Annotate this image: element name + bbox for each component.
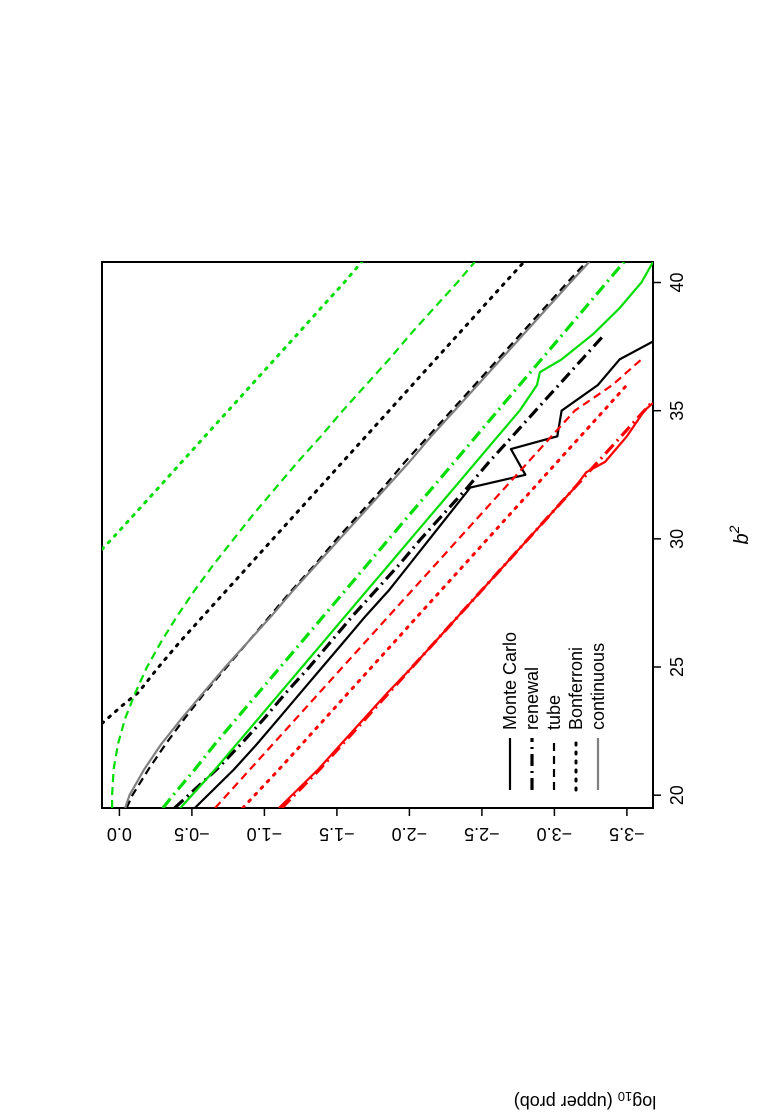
series-line-3 bbox=[125, 262, 588, 808]
y-tick-label: −1.0 bbox=[247, 824, 283, 844]
series-line-13 bbox=[102, 262, 364, 551]
x-tick-label: 40 bbox=[667, 272, 687, 292]
x-tick-label: 35 bbox=[667, 401, 687, 421]
x-axis-label-superscript: 2 bbox=[726, 525, 742, 534]
y-tick-label: −2.0 bbox=[392, 824, 428, 844]
plot-frame bbox=[101, 261, 654, 809]
series-line-7 bbox=[280, 358, 653, 808]
legend-label: tube bbox=[544, 695, 564, 730]
y-tick-label: −3.5 bbox=[609, 824, 645, 844]
series-line-1 bbox=[194, 340, 653, 808]
x-axis-label-main: b bbox=[731, 533, 753, 544]
y-tick-label: −2.5 bbox=[464, 824, 500, 844]
y-tick-label: −1.5 bbox=[319, 824, 355, 844]
legend-label: continuous bbox=[588, 643, 608, 730]
x-axis: 20 25 30 35 40 bbox=[653, 272, 687, 805]
legend-label: Monte Carlo bbox=[500, 632, 520, 730]
series-line-12 bbox=[110, 262, 476, 808]
legend-label: Bonferroni bbox=[566, 647, 586, 730]
y-tick-label: −0.5 bbox=[174, 824, 210, 844]
y-axis: 0.0 −0.5 −1.0 −1.5 −2.0 −2.5 −3.0 −3.5 bbox=[107, 808, 645, 844]
legend: Monte Carlo renewal tube Bonferroni continuo… bbox=[500, 632, 608, 792]
x-axis-label: b2 bbox=[726, 525, 753, 544]
x-tick-label: 30 bbox=[667, 529, 687, 549]
y-axis-label-rest: (upper prob) bbox=[514, 1092, 618, 1112]
y-axis-label: log10 (upper prob) bbox=[514, 1089, 657, 1112]
series-line-8 bbox=[214, 358, 643, 808]
y-tick-label: −3.0 bbox=[537, 824, 573, 844]
series-layer bbox=[102, 262, 653, 808]
y-axis-label-subscript: 10 bbox=[618, 1089, 632, 1104]
x-tick-label: 25 bbox=[667, 657, 687, 677]
series-line-4 bbox=[102, 262, 526, 725]
series-line-2 bbox=[173, 332, 607, 808]
y-tick-label: 0.0 bbox=[107, 824, 132, 844]
x-tick-label: 20 bbox=[667, 785, 687, 805]
y-axis-label-main: log bbox=[632, 1092, 656, 1112]
series-line-5 bbox=[124, 262, 591, 808]
series-line-11 bbox=[161, 262, 626, 808]
series-line-10 bbox=[179, 262, 653, 808]
series-line-9 bbox=[241, 383, 629, 808]
legend-label: renewal bbox=[522, 667, 542, 730]
